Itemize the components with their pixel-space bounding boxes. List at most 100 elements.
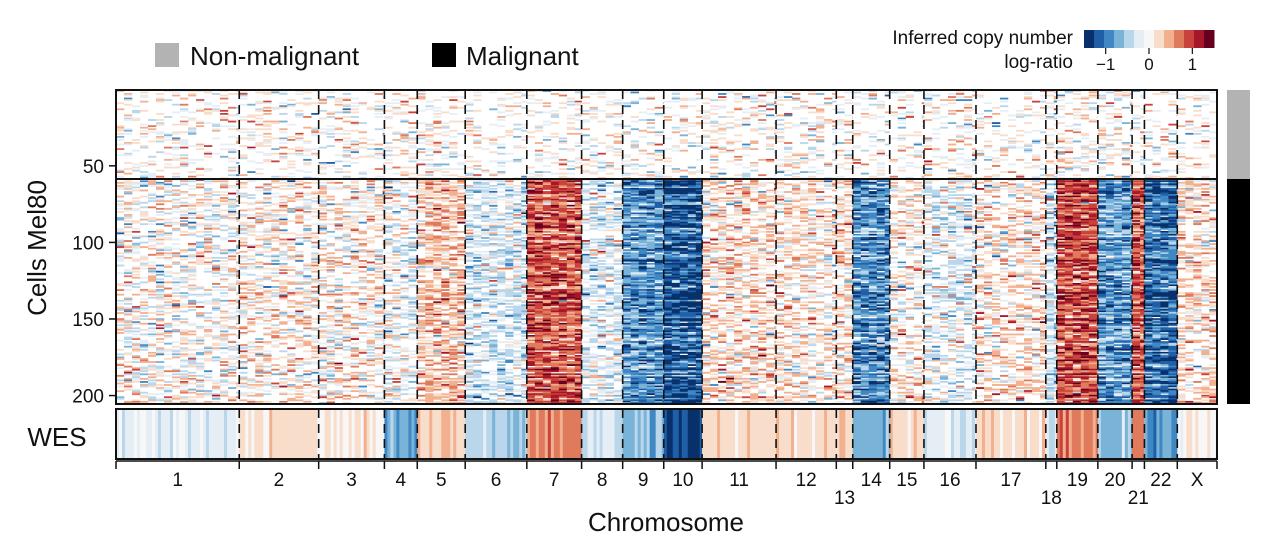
heatmap-cell [1072,184,1082,187]
heatmap-cell [534,209,544,212]
heatmap-cell [792,172,801,175]
heatmap-cell [566,200,576,203]
heatmap-cell [180,109,189,112]
heatmap-cell [1160,157,1169,160]
heatmap-cell [1144,134,1153,137]
heatmap-cell [558,94,568,97]
colorbar-tick-label: 0 [1144,55,1153,74]
heatmap-cell [287,200,296,203]
heatmap-cell [766,215,775,218]
heatmap-cell [350,123,359,126]
heatmap-cell [971,218,977,221]
heatmap-cell [774,106,777,109]
heatmap-cell [884,197,891,200]
heatmap-cell [433,122,442,124]
heatmap-cell [860,195,870,198]
heatmap-cell [1053,198,1058,201]
heatmap-cell [521,200,528,203]
heatmap-cell [384,212,393,215]
heatmap-cell [1105,209,1115,212]
heatmap-cell [196,211,205,213]
heatmap-cell [613,148,622,151]
heatmap-cell [400,103,409,106]
heatmap-cell [441,180,450,183]
heatmap-cell [671,204,681,207]
heatmap-cell [417,180,426,183]
heatmap-cell [416,218,418,221]
heatmap-cell [718,191,727,193]
heatmap-cell [1039,201,1047,204]
heatmap-cell [342,143,351,146]
heatmap-cell [505,160,514,163]
heatmap-cell [1193,142,1202,144]
heatmap-cell [384,189,393,192]
heatmap-cell [860,209,870,212]
heatmap-cell [188,94,197,97]
heatmap-cell [392,146,401,149]
heatmap-cell [433,148,442,151]
heatmap-cell [350,97,359,100]
heatmap-cell [526,212,536,215]
heatmap-cell [489,137,498,140]
heatmap-cell [521,183,528,186]
heatmap-cell [630,120,639,123]
heatmap-cell [334,154,343,157]
heatmap-cell [279,91,288,94]
heatmap-cell [800,191,809,193]
heatmap-cell [255,128,264,131]
heatmap-cell [679,198,689,201]
heatmap-cell [358,215,367,218]
heatmap-cell [687,209,697,212]
heatmap-cell [366,220,375,223]
heatmap-cell [1056,183,1066,186]
heatmap-cell [1177,163,1186,166]
heatmap-cell [630,209,639,212]
heatmap-cell [318,201,327,204]
heatmap-cell [897,119,907,121]
heatmap-cell [505,186,514,189]
heatmap-cell [1193,129,1202,132]
heatmap-cell [971,154,977,157]
heatmap-cell [1088,197,1098,200]
heatmap-cell [358,201,367,204]
heatmap-cell [718,215,727,218]
heatmap-cell [417,189,426,192]
heatmap-cell [646,191,655,193]
heatmap-cell [671,200,681,203]
heatmap-cell [1064,169,1074,172]
heatmap-cell [342,221,351,224]
heatmap-cell [124,207,133,210]
heatmap-cell [687,145,697,147]
heatmap-cell [220,186,229,189]
heatmap-cell [255,207,264,210]
heatmap-cell [449,191,458,193]
heatmap-cell [646,183,655,186]
heatmap-cell [897,211,907,213]
heatmap-cell [1053,214,1058,216]
heatmap-cell [449,142,458,144]
heatmap-cell [630,184,639,187]
heatmap-cell [196,214,205,216]
heatmap-cell [505,109,514,112]
heatmap-cell [702,200,711,203]
heatmap-cell [832,189,837,192]
heatmap-cell [180,108,189,111]
heatmap-cell [433,116,442,118]
heatmap-cell [263,183,272,186]
heatmap-cell [255,218,264,221]
heatmap-cell [868,191,878,193]
heatmap-cell [679,212,689,215]
heatmap-cell [931,204,941,207]
heatmap-cell [303,103,312,106]
heatmap-cell [318,198,327,201]
heatmap-cell [534,180,544,183]
heatmap-cell [663,119,673,121]
heatmap-cell [116,169,125,172]
heatmap-cell [646,194,655,196]
heatmap-cell [220,217,229,219]
heatmap-cell [975,198,985,201]
heatmap-cell [1088,194,1098,196]
heatmap-cell [1185,184,1194,187]
heatmap-cell [800,214,809,216]
heatmap-cell [710,198,719,201]
